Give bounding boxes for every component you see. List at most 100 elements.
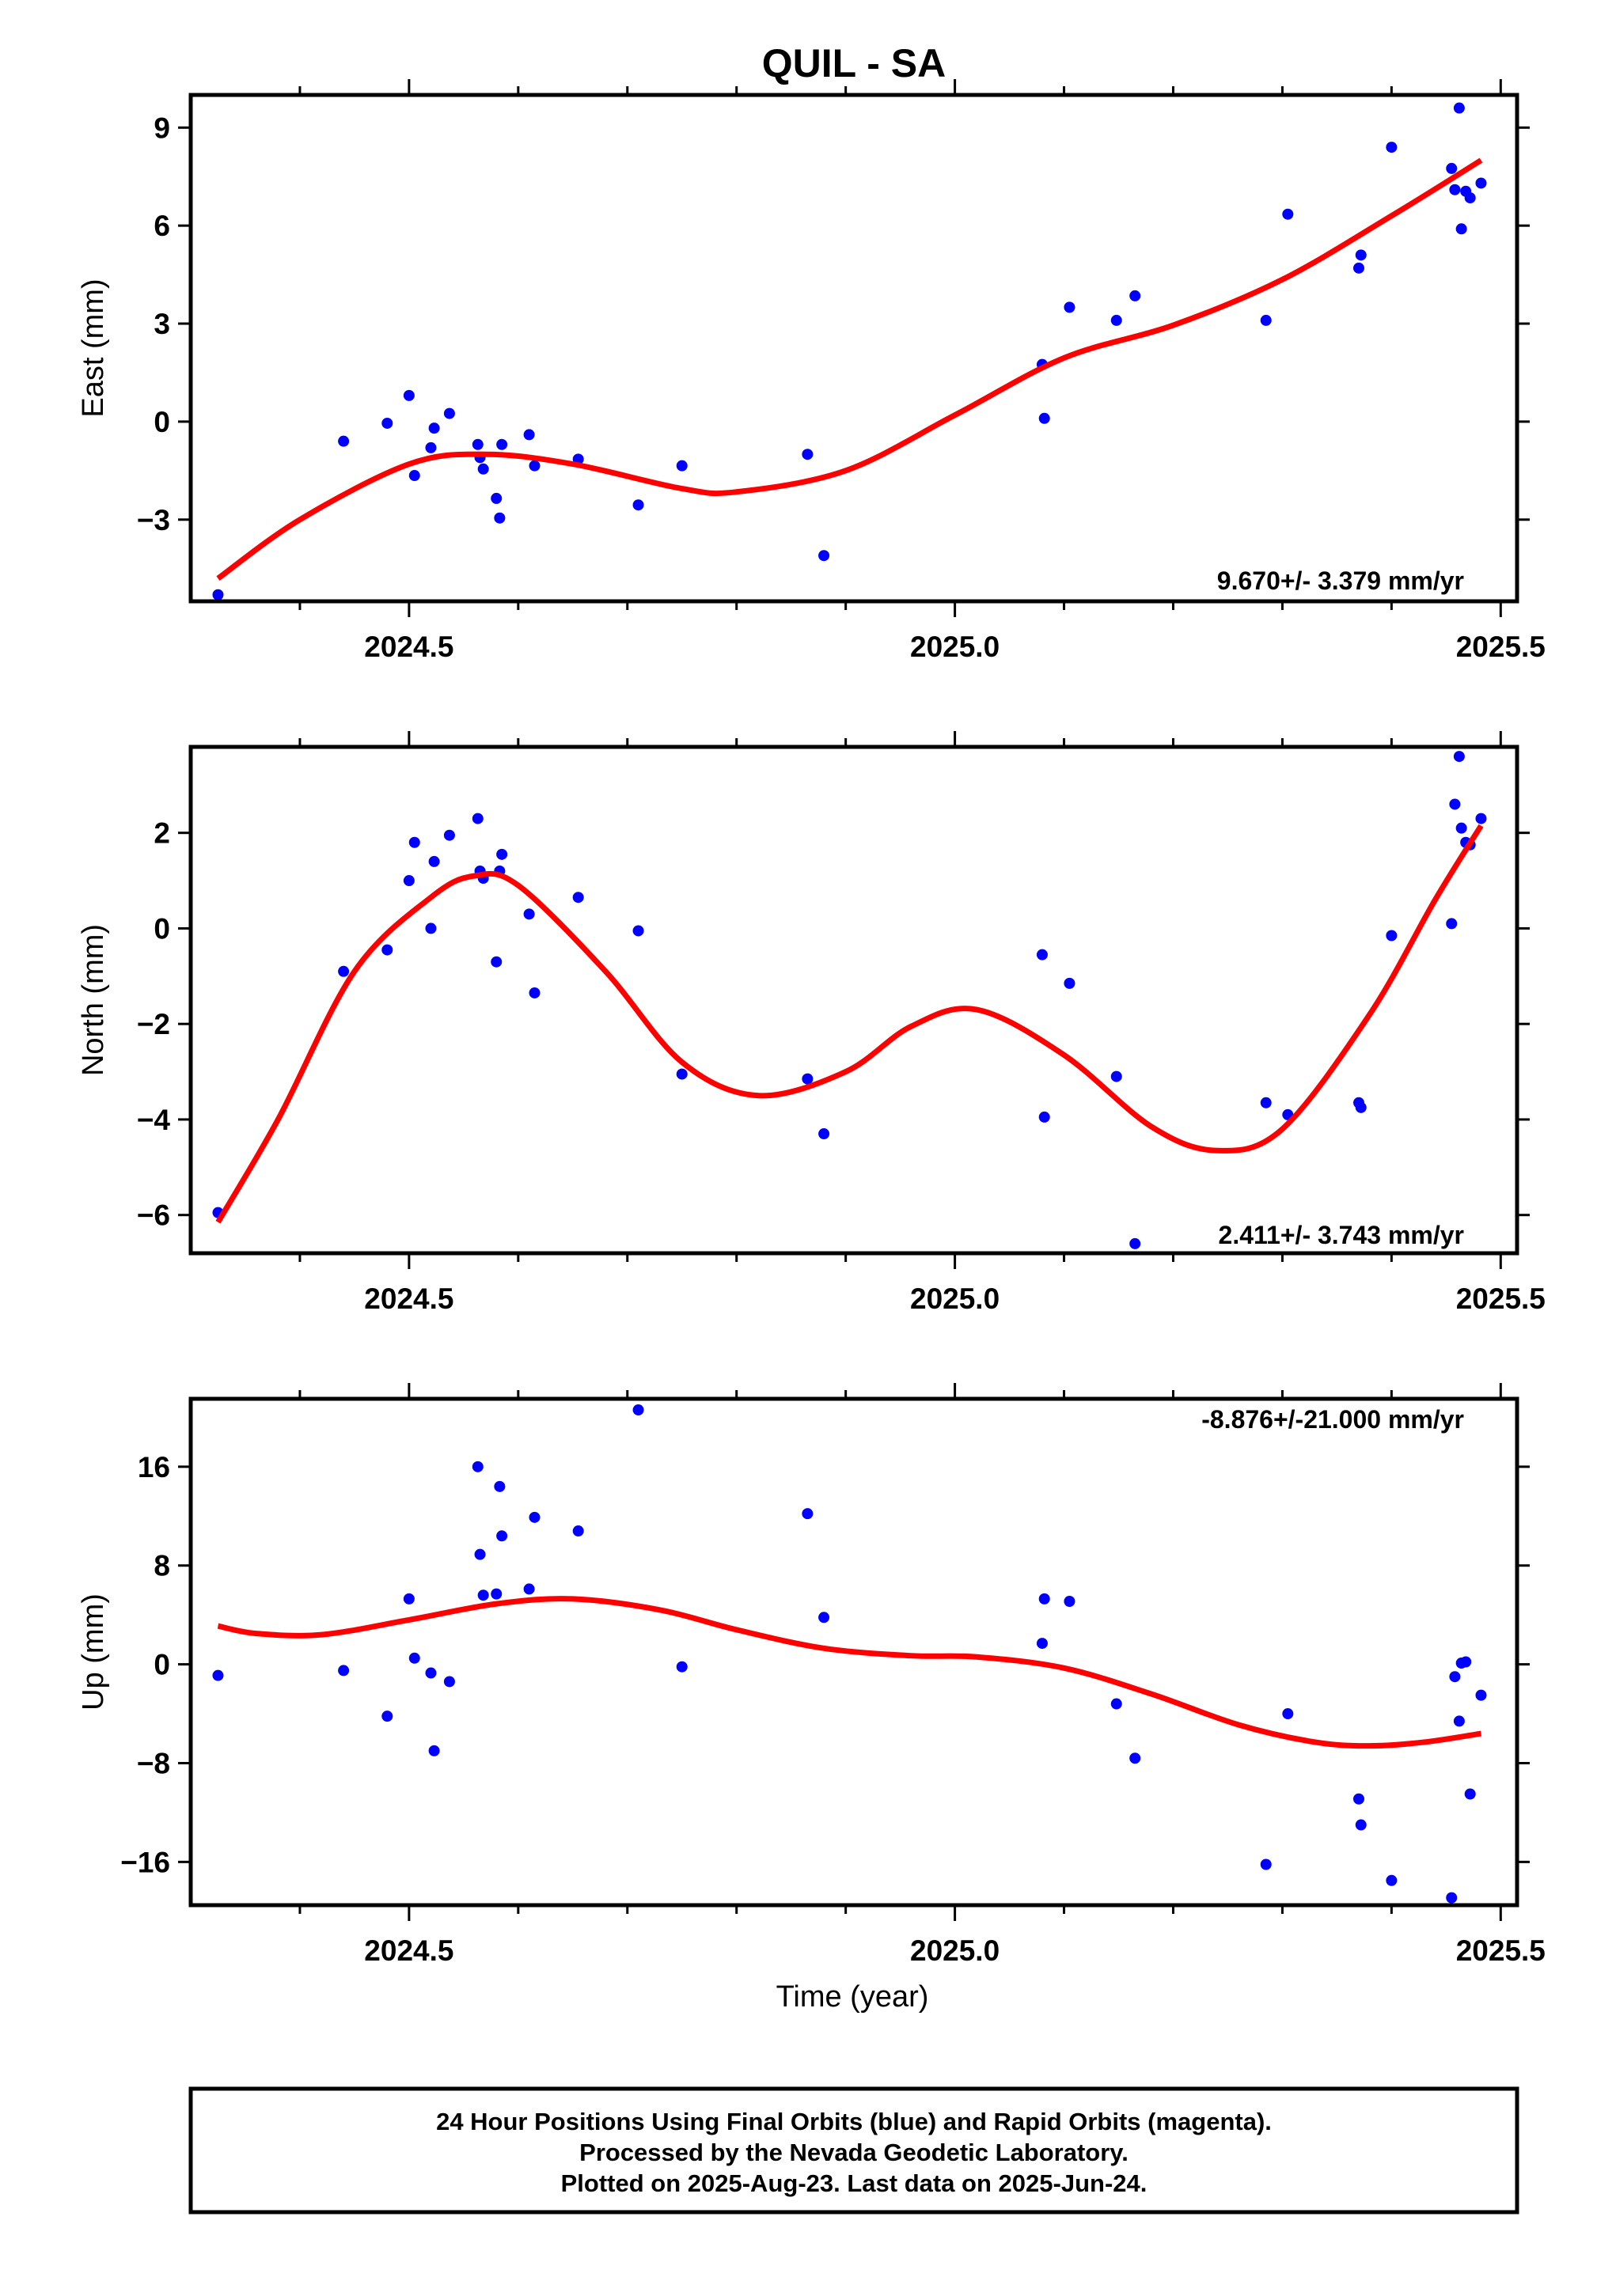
- data-point: [1036, 1638, 1048, 1650]
- x-tick-label: 2025.5: [1456, 631, 1546, 663]
- data-point: [1129, 290, 1141, 301]
- data-point: [1352, 262, 1364, 274]
- data-point: [676, 1068, 688, 1080]
- data-point: [1455, 822, 1467, 834]
- data-point: [676, 1661, 688, 1673]
- data-point: [1446, 918, 1458, 930]
- fit-curve: [216, 157, 1483, 581]
- y-tick-label: −6: [137, 1199, 170, 1232]
- data-point: [802, 1073, 814, 1085]
- plot-area: [212, 751, 1487, 1249]
- data-point: [491, 492, 503, 504]
- data-point: [1386, 142, 1398, 153]
- x-tick-label: 2024.5: [364, 631, 453, 663]
- data-point: [428, 855, 440, 867]
- y-axis-label: North (mm): [77, 924, 110, 1076]
- x-axis-label: Time (year): [776, 1980, 929, 2014]
- y-tick-label: 8: [154, 1550, 170, 1582]
- data-point: [1282, 1708, 1294, 1720]
- data-point: [496, 438, 508, 450]
- data-point: [212, 1669, 224, 1681]
- data-point: [802, 1508, 814, 1520]
- x-tick-label: 2025.5: [1456, 1283, 1546, 1315]
- y-tick-label: 9: [154, 112, 170, 144]
- data-point: [381, 417, 393, 429]
- data-point: [408, 470, 420, 482]
- data-point: [818, 1128, 830, 1140]
- data-point: [425, 441, 437, 453]
- data-point: [1038, 1593, 1050, 1605]
- y-tick-label: 2: [154, 817, 170, 850]
- x-tick-label: 2025.0: [910, 1934, 1000, 1967]
- data-point: [1449, 798, 1461, 810]
- data-point: [1282, 208, 1294, 220]
- data-point: [1455, 223, 1467, 235]
- velocity-label: 9.670+/- 3.379 mm/yr: [1217, 566, 1464, 595]
- data-point: [572, 892, 584, 904]
- y-tick-label: −2: [137, 1008, 170, 1040]
- plot-area: [212, 102, 1487, 601]
- east-panel: −3 0 3 6 9 2024.5 2025.0 2025.5 East (mm) 9.670+/…: [77, 79, 1546, 663]
- plot-area: [212, 1404, 1487, 1904]
- data-point: [472, 1461, 484, 1472]
- plot-frame: [188, 93, 1519, 604]
- data-point: [1260, 1097, 1272, 1108]
- data-point: [1475, 1689, 1487, 1701]
- data-point: [1460, 1656, 1472, 1668]
- data-point: [1386, 930, 1398, 942]
- data-point: [338, 965, 350, 977]
- data-point: [1260, 1858, 1272, 1870]
- data-point: [1453, 751, 1465, 763]
- data-point: [1064, 301, 1075, 313]
- x-tick-label: 2024.5: [364, 1283, 453, 1315]
- data-point: [408, 1652, 420, 1664]
- data-point: [1260, 314, 1272, 326]
- x-tick-label: 2024.5: [364, 1934, 453, 1967]
- y-tick-label: −3: [137, 504, 170, 536]
- data-point: [477, 1589, 489, 1601]
- data-point: [1475, 177, 1487, 189]
- y-tick-label: −16: [120, 1846, 170, 1878]
- data-point: [1464, 1788, 1476, 1800]
- data-point: [1352, 1793, 1364, 1805]
- data-point: [1129, 1237, 1141, 1249]
- data-point: [474, 1548, 486, 1560]
- y-axis-label: East (mm): [77, 278, 110, 417]
- data-point: [496, 1530, 508, 1542]
- data-point: [491, 1588, 503, 1600]
- footer-note: 24 Hour Positions Using Final Orbits (bl…: [188, 2086, 1519, 2215]
- x-tick-label: 2025.0: [910, 1283, 1000, 1315]
- y-tick-label: −8: [137, 1747, 170, 1779]
- fit-curve: [215, 824, 1484, 1224]
- data-point: [403, 1593, 415, 1605]
- x-tick-label: 2025.0: [910, 631, 1000, 663]
- data-point: [523, 908, 535, 920]
- y-axis-label: Up (mm): [77, 1593, 110, 1711]
- y-tick-label: 0: [154, 1649, 170, 1681]
- data-point: [491, 956, 503, 968]
- data-point: [381, 944, 393, 956]
- data-point: [494, 512, 506, 524]
- data-point: [477, 463, 489, 475]
- plot-frame: [188, 744, 1519, 1256]
- data-point: [443, 829, 455, 841]
- data-point: [523, 429, 535, 441]
- footer-line-2: Processed by the Nevada Geodetic Laborat…: [579, 2139, 1129, 2166]
- data-point: [1446, 162, 1458, 174]
- data-point: [632, 499, 644, 511]
- data-point: [443, 1676, 455, 1688]
- data-point: [494, 1480, 506, 1492]
- data-point: [212, 589, 224, 601]
- data-point: [818, 1612, 830, 1623]
- data-point: [632, 925, 644, 937]
- y-tick-label: 3: [154, 308, 170, 340]
- footer-line-3: Plotted on 2025-Aug-23. Last data on 202…: [561, 2169, 1147, 2197]
- data-point: [403, 875, 415, 887]
- data-point: [529, 460, 541, 472]
- data-point: [802, 449, 814, 460]
- data-point: [1110, 1070, 1122, 1082]
- y-tick-label: 6: [154, 210, 170, 242]
- footer-line-1: 24 Hour Positions Using Final Orbits (bl…: [436, 2108, 1272, 2135]
- data-point: [428, 422, 440, 434]
- data-point: [1038, 412, 1050, 424]
